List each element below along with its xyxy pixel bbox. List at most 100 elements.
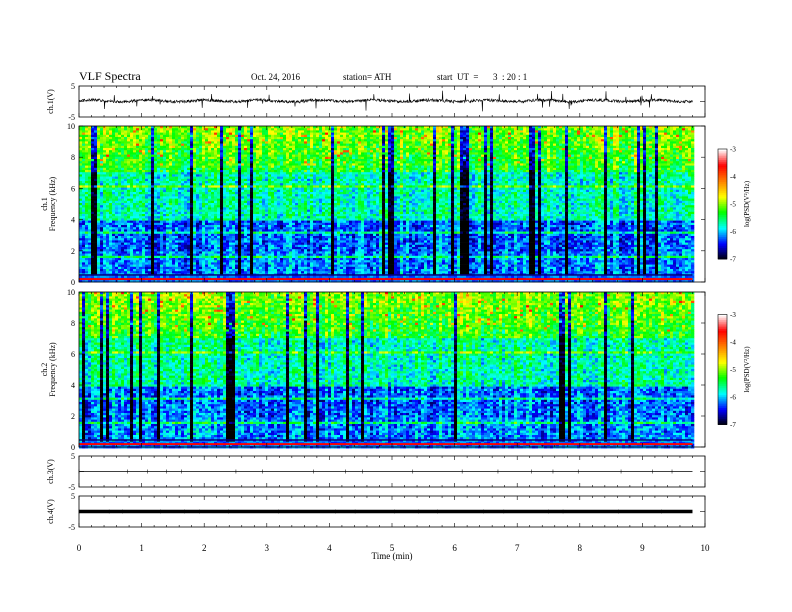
ch1-spectrogram-colorbar-cell (718, 169, 727, 172)
x-tick-label: 2 (202, 543, 207, 553)
ch1-spectrogram-lowband (79, 274, 693, 276)
ch2-spectrogram-colorbar-cell (718, 365, 727, 369)
ch1-spectrogram-colorbar-cell (718, 202, 727, 205)
ch2-spectrogram-colorbar-cell (718, 404, 727, 407)
ch2-spectrogram-colorbar-cell (718, 314, 727, 317)
ch2-spectrogram-colorbar-cell (718, 400, 727, 403)
ch2-spectrogram-colorbar-cell (718, 419, 727, 422)
ch1-spectrogram-colorbar-cell (718, 229, 727, 232)
ch1-spectrogram-colorbar-cell (718, 189, 727, 192)
ch2-spectrogram-colorbar (717, 314, 728, 425)
ch2-spectrogram-colorbar-cell (718, 389, 727, 392)
ch1-spectrogram-ytick-label: 8 (71, 153, 75, 162)
ch2-spectrogram-colorbar-cell (718, 362, 727, 365)
ch1-spectrogram-channel-label: ch.1 (40, 197, 49, 211)
ch2-spectrogram-colorbar-cell (718, 325, 727, 328)
ch2-spectrogram-colorbar-cell (718, 358, 727, 361)
ch2-spectrogram-colorbar-cell (718, 316, 727, 319)
ch2-spectrogram-colorbar-cell (718, 384, 727, 387)
ch1-spectrogram-colorbar-cell (718, 193, 727, 196)
ch2-spectrogram-colorbar-cell (718, 343, 727, 347)
ch1-spectrogram-ytick-label: 0 (71, 278, 75, 287)
ch2-spectrogram-colorbar-cell (718, 336, 727, 339)
ch1-spectrogram-colorbar-cell (718, 222, 727, 225)
ch1-spectrogram-colorbar-cell (718, 227, 727, 231)
ch1-spectrogram-colorbar-cell (718, 253, 727, 256)
ch2-spectrogram-colorbar-cell (718, 334, 727, 337)
ch1-spectrogram-colorbar-cell (718, 180, 727, 183)
ch2-spectrogram-colorbar-cell (718, 395, 727, 398)
ch1-spectrogram-colorbar-cell (718, 207, 727, 210)
ch3-ylabel: ch.3(V) (46, 459, 55, 484)
ch2-spectrogram-ylabel: Frequency (kHz) (48, 342, 57, 397)
ch1-spectrogram-ytick-label: 6 (71, 184, 75, 193)
ch1-spectrogram-colorbar-cell (718, 240, 727, 243)
x-tick-label: 8 (578, 543, 583, 553)
ch2-spectrogram-lowband (79, 439, 693, 441)
ch2-spectrogram-colorbar-cell (718, 386, 727, 389)
ch2-spectrogram-ytick-label: 6 (71, 350, 75, 359)
ch2-spectrogram-colorbar-cell (718, 327, 727, 330)
ch1-spectrogram-colorbar-cell (718, 237, 727, 240)
ch2-spectrogram-colorbar-cell (718, 331, 727, 334)
ch1-trace (78, 90, 693, 112)
ch1-spectrogram-colorbar-cell (718, 205, 727, 209)
ch1-spectrogram-colorbar-cell (718, 191, 727, 194)
ch1-spectrogram-colorbar-cell (718, 211, 727, 214)
ch2-spectrogram-colorbar-cell (718, 323, 727, 326)
ch2-spectrogram-colorbar-cell (718, 413, 727, 416)
ch1-spectrogram-colorbar-cell (718, 226, 727, 229)
ch1-spectrogram-colorbar-cell (718, 167, 727, 170)
ch2-spectrogram-channel-label: ch.2 (40, 363, 49, 377)
x-tick-label: 9 (640, 543, 645, 553)
ch1-spectrogram-colorbar-cell (718, 182, 727, 185)
ch1-spectrogram-colorbar-cell (718, 163, 727, 166)
ch1-spectrogram-colorbar-cell (718, 185, 727, 188)
ch1-spectrogram-colorbar-cell (718, 171, 727, 174)
ch1-spectrogram-colorbar-cell (718, 204, 727, 207)
ch4-ytick-label: -5 (68, 523, 75, 532)
ch1-spectrogram-colorbar-cell (718, 257, 727, 260)
ch1-ytick-label: -5 (68, 113, 75, 122)
ch1-spectrogram-colorbar-cell (718, 174, 727, 177)
ch1-spectrogram-colorbar-cell (718, 244, 727, 247)
ch1-spectrogram-colorbar-cell (718, 215, 727, 218)
ch2-spectrogram-colorbar-cell (718, 402, 727, 405)
figure-title: VLF Spectra (79, 69, 141, 84)
ch1-spectrogram-colorbar-cell (718, 233, 727, 236)
ch1-spectrogram-colorbar-cell (718, 249, 727, 253)
ch2-spectrogram-colorbar-cell (718, 338, 727, 341)
ch1-spectrogram-colorbar-cell (718, 200, 727, 203)
ch1-spectrogram-colorbar-cell (718, 213, 727, 216)
ch1-spectrogram-colorbar-cell (718, 218, 727, 221)
ch2-spectrogram-colorbar-label: log(PSD(V²/Hz) (743, 346, 751, 393)
ch3-ytick-label: -5 (68, 483, 75, 492)
ch1-spectrogram-colorbar-label: log(PSD(V²/Hz) (743, 180, 751, 227)
ch2-spectrogram-colorbar-cell (718, 375, 727, 378)
ch1-spectrogram-colorbar-cell (718, 220, 727, 223)
ch1-spectrogram-colorbar-cell (718, 172, 727, 176)
ch2-spectrogram-colorbar-cell (718, 397, 727, 400)
ch2-spectrogram-colorbar-cell (718, 356, 727, 359)
ch2-spectrogram-colorbar-cell (718, 406, 727, 409)
ch2-spectrogram-colorbar-cell (718, 411, 727, 414)
ch2-spectrogram-colorbar-cell (718, 422, 727, 425)
ch2-spectrogram-colorbar-cell (718, 320, 727, 323)
ch2-spectrogram-colorbar-cell (718, 332, 727, 336)
ch1-spectrogram-colorbar-cell (718, 216, 727, 220)
x-tick-label: 7 (515, 543, 520, 553)
ch2-spectrogram-colorbar-cell (718, 373, 727, 376)
ch2-spectrogram-lowband (79, 443, 693, 446)
ch2-spectrogram-colorbar-cell (718, 378, 727, 381)
ch2-spectrogram-colorbar-cell (718, 420, 727, 424)
x-tick-label: 4 (327, 543, 332, 553)
date-label: Oct. 24, 2016 (251, 72, 300, 82)
ch2-spectrogram-colorbar-cell (718, 360, 727, 363)
ch1-spectrogram-colorbar-cell (718, 152, 727, 155)
ch1-spectrogram-colorbar-cell (718, 176, 727, 179)
ch1-spectrogram-ylabel: Frequency (kHz) (48, 176, 57, 231)
ch2-spectrogram-colorbar-cell (718, 398, 727, 402)
ch2-spectrogram-colorbar-tick: -5 (730, 366, 736, 374)
ch1-spectrogram-colorbar-cell (718, 187, 727, 190)
